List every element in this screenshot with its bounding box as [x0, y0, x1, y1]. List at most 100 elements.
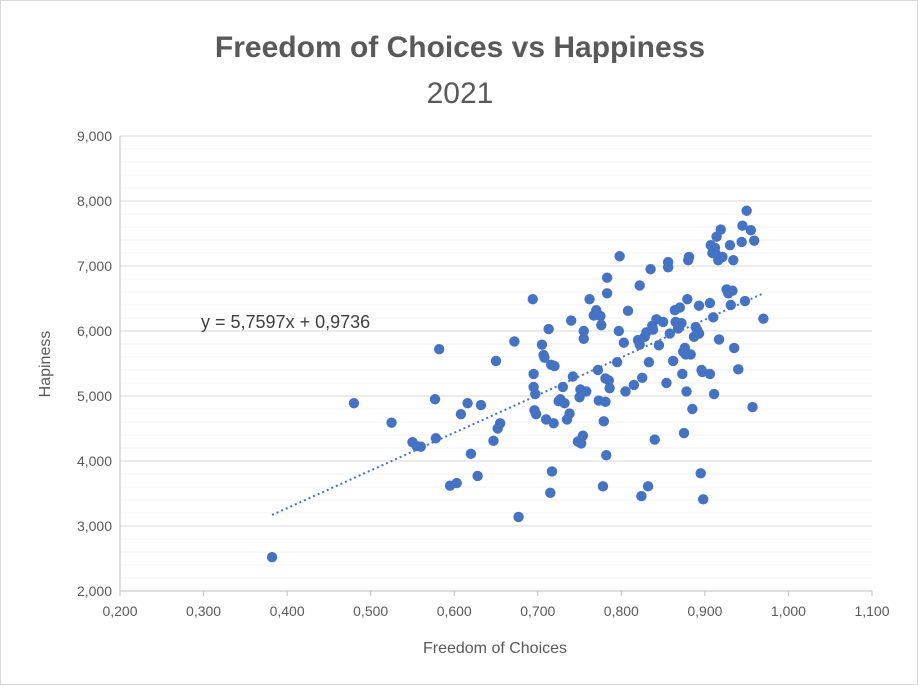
data-point [741, 205, 752, 216]
data-point [488, 435, 499, 447]
x-tick-label: 0,300 [186, 603, 221, 619]
data-point [637, 372, 648, 383]
y-tick-label: 3,000 [77, 518, 112, 534]
data-point [603, 375, 614, 386]
data-point [530, 388, 541, 400]
data-point [530, 409, 542, 420]
data-point [494, 418, 506, 429]
axes [119, 136, 872, 592]
data-point [566, 315, 577, 326]
data-point [597, 481, 609, 492]
data-point [685, 349, 696, 360]
data-point [674, 302, 686, 313]
x-axis-label: Freedom of Choices [423, 640, 567, 657]
data-point [430, 433, 442, 444]
data-point [725, 299, 736, 311]
x-tick-label: 0,800 [604, 603, 639, 619]
data-point [386, 417, 397, 428]
data-point [604, 383, 615, 394]
data-point [455, 409, 467, 420]
data-point [682, 293, 693, 305]
data-point [546, 466, 558, 477]
data-point [433, 344, 445, 355]
data-point [622, 305, 634, 317]
data-point [543, 323, 554, 335]
data-point [693, 300, 705, 311]
data-point [713, 334, 725, 345]
data-point [653, 340, 665, 351]
data-point [728, 254, 739, 266]
data-point [577, 430, 589, 441]
data-point [737, 220, 748, 231]
data-point [490, 355, 502, 367]
data-point [647, 324, 659, 335]
data-point [536, 339, 548, 350]
data-point [578, 333, 589, 344]
x-axis-ticks: 0,200 0,300 0,400 0,500 0,600 0,700 0,800 0,900… [102, 591, 890, 619]
data-point [545, 487, 556, 499]
data-point [662, 256, 674, 268]
data-point [592, 364, 604, 376]
data-point [574, 392, 585, 403]
x-tick-label: 1,100 [854, 603, 889, 619]
data-point [462, 397, 473, 409]
x-tick-label: 1,000 [771, 603, 806, 619]
chart-title: Freedom of Choices vs Happiness [215, 31, 705, 64]
y-tick-label: 2,000 [77, 583, 112, 599]
data-point [429, 394, 441, 405]
data-point [724, 240, 736, 251]
data-point [727, 285, 738, 296]
data-point [747, 401, 758, 413]
data-point [539, 352, 550, 363]
data-point [598, 416, 609, 427]
data-point [611, 357, 623, 368]
data-point [715, 224, 726, 235]
trendline-equation: y = 5,7597x + 0,9736 [201, 312, 370, 332]
data-point [578, 325, 589, 337]
data-point [614, 251, 625, 262]
data-point [548, 418, 559, 429]
data-point [557, 381, 569, 393]
data-point [620, 386, 631, 397]
data-point [509, 336, 520, 347]
data-point [643, 357, 655, 368]
data-point [472, 470, 483, 482]
data-point [745, 225, 757, 236]
y-axis-ticks: 2,000 3,000 4,000 5,000 6,000 7,000 8,000 9,000 [77, 128, 112, 599]
data-point [645, 264, 656, 275]
data-point [708, 312, 719, 323]
data-point [415, 441, 426, 452]
data-point [649, 434, 660, 445]
y-tick-label: 6,000 [77, 323, 112, 339]
y-tick-label: 7,000 [77, 258, 112, 274]
data-point [664, 328, 675, 339]
data-point [717, 251, 728, 263]
data-point [601, 272, 613, 283]
data-point [642, 481, 654, 492]
y-tick-label: 8,000 [77, 193, 112, 209]
data-point [634, 339, 645, 350]
x-tick-label: 0,500 [353, 603, 388, 619]
data-point [634, 280, 645, 291]
x-tick-label: 0,400 [270, 603, 305, 619]
major-gridlines [120, 135, 872, 527]
data-point [739, 295, 751, 307]
data-point [513, 511, 524, 523]
y-tick-label: 5,000 [77, 388, 112, 404]
data-point [618, 337, 630, 348]
data-point [600, 396, 611, 408]
data-point [549, 360, 560, 372]
data-point [596, 319, 607, 331]
data-point [475, 399, 487, 411]
data-point [704, 368, 716, 380]
data-point [581, 386, 592, 397]
y-axis-label: Hapiness [37, 331, 54, 398]
data-point [695, 468, 706, 479]
data-point [661, 377, 672, 389]
x-tick-label: 0,600 [437, 603, 472, 619]
data-point [683, 251, 695, 263]
y-tick-label: 9,000 [77, 128, 112, 144]
data-point [559, 397, 570, 409]
x-tick-label: 0,700 [520, 603, 555, 619]
